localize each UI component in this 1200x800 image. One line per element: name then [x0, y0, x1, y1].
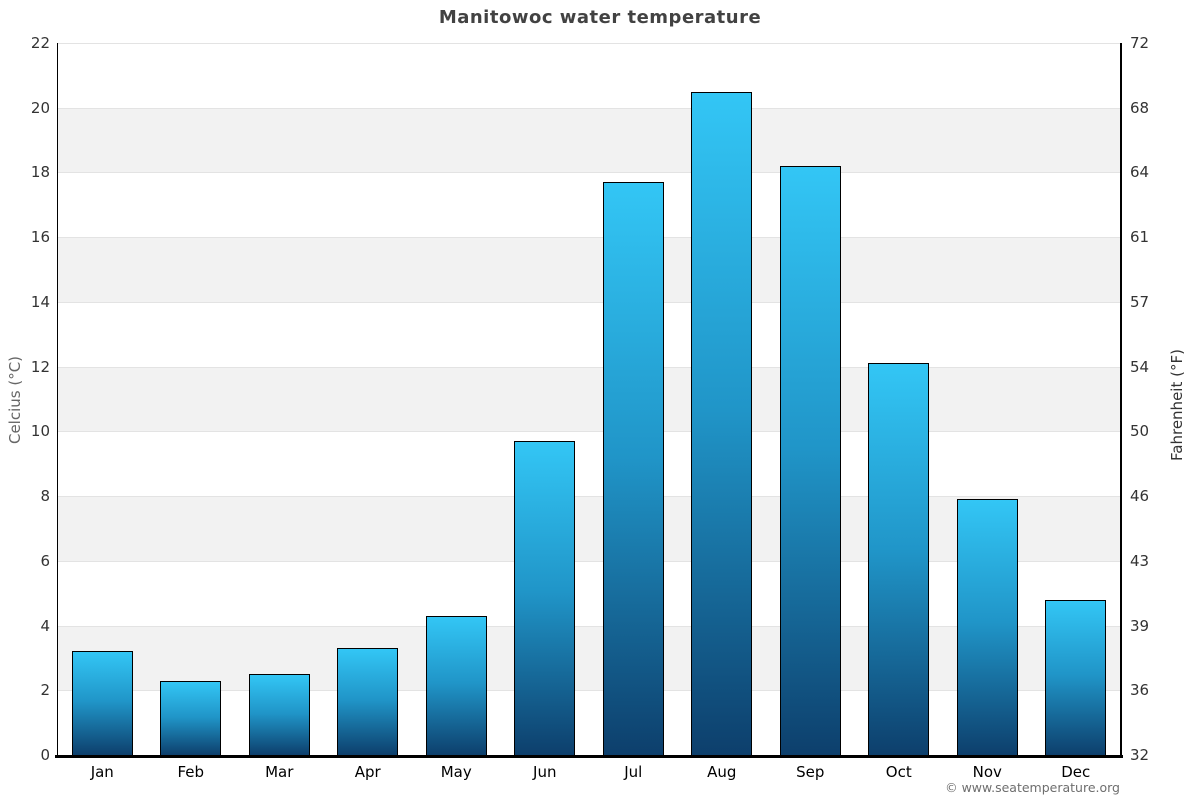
- bar-oct: [868, 363, 930, 755]
- ytick-celsius-0: 0: [40, 746, 50, 764]
- xlabel-jan: Jan: [90, 763, 114, 781]
- ytick-celsius-22: 22: [30, 34, 50, 52]
- xlabel-jun: Jun: [533, 763, 557, 781]
- ytick-celsius-2: 2: [40, 681, 50, 700]
- ytick-celsius-14: 14: [30, 292, 50, 311]
- ytick-celsius-16: 16: [30, 228, 50, 247]
- ytick-fahrenheit-32: 32: [1130, 746, 1150, 764]
- ytick-fahrenheit-54: 54: [1130, 357, 1150, 376]
- copyright-text: © www.seatemperature.org: [945, 780, 1120, 795]
- gridline: [58, 496, 1120, 498]
- bar-feb: [160, 680, 222, 755]
- bar-mar: [248, 674, 310, 755]
- plot-band: [58, 366, 1120, 432]
- ytick-celsius-4: 4: [40, 616, 50, 635]
- chart-title: Manitowoc water temperature: [438, 7, 762, 28]
- ytick-fahrenheit-43: 43: [1130, 551, 1150, 570]
- ytick-celsius-8: 8: [40, 487, 50, 506]
- gridline: [58, 107, 1120, 109]
- bar-apr: [337, 648, 399, 755]
- gridline: [58, 431, 1120, 433]
- plot-band: [58, 43, 1120, 108]
- ytick-celsius-6: 6: [40, 551, 50, 570]
- y-axis-title-fahrenheit: Fahrenheit (°F): [1168, 349, 1186, 461]
- plot-band: [58, 690, 1120, 755]
- plot-band: [58, 237, 1120, 302]
- ytick-fahrenheit-46: 46: [1130, 487, 1150, 506]
- ytick-fahrenheit-39: 39: [1130, 616, 1150, 635]
- plot-band: [58, 172, 1120, 238]
- plot-band: [58, 301, 1120, 367]
- plot-area: [58, 43, 1120, 755]
- ytick-fahrenheit-57: 57: [1130, 292, 1150, 311]
- xlabel-sep: Sep: [796, 763, 825, 781]
- bar-nov: [956, 499, 1018, 755]
- ytick-celsius-20: 20: [30, 98, 50, 117]
- plot-band: [58, 107, 1120, 173]
- xlabel-jul: Jul: [624, 763, 643, 781]
- xlabel-dec: Dec: [1061, 763, 1091, 781]
- plot-band: [58, 625, 1120, 691]
- ytick-fahrenheit-36: 36: [1130, 681, 1150, 700]
- ytick-fahrenheit-50: 50: [1130, 422, 1150, 441]
- y-axis-line-right: [1120, 43, 1122, 755]
- plot-band: [58, 560, 1120, 626]
- xlabel-feb: Feb: [177, 763, 205, 781]
- ytick-celsius-12: 12: [30, 357, 50, 376]
- xlabel-apr: Apr: [354, 763, 381, 781]
- bar-dec: [1045, 599, 1107, 755]
- gridline: [58, 237, 1120, 239]
- gridline: [58, 301, 1120, 303]
- ytick-celsius-10: 10: [30, 422, 50, 441]
- xlabel-mar: Mar: [265, 763, 294, 781]
- gridline: [58, 172, 1120, 174]
- bar-jun: [514, 441, 576, 755]
- ytick-fahrenheit-64: 64: [1130, 163, 1150, 182]
- xlabel-may: May: [440, 763, 472, 781]
- ytick-fahrenheit-61: 61: [1130, 228, 1150, 247]
- ytick-fahrenheit-68: 68: [1130, 98, 1150, 117]
- bar-may: [425, 615, 487, 755]
- y-axis-line-left: [56, 43, 58, 755]
- gridline: [58, 43, 1120, 44]
- x-axis-labels: Jan Feb Mar Apr May Jun Jul Aug Sep Oct Nov Dec: [58, 762, 1120, 784]
- ytick-celsius-18: 18: [30, 163, 50, 182]
- bar-aug: [691, 91, 753, 755]
- gridline: [58, 366, 1120, 368]
- x-axis-line: [55, 755, 1123, 758]
- bar-sep: [779, 165, 841, 755]
- gridline: [58, 560, 1120, 562]
- xlabel-nov: Nov: [972, 763, 1002, 781]
- y-axis-title-celsius: Celcius (°C): [6, 355, 24, 445]
- xlabel-oct: Oct: [885, 763, 912, 781]
- plot-band: [58, 496, 1120, 561]
- gridline: [58, 625, 1120, 627]
- plot-band: [58, 431, 1120, 497]
- xlabel-aug: Aug: [707, 763, 737, 781]
- bar-jul: [602, 182, 664, 755]
- ytick-fahrenheit-72: 72: [1130, 34, 1150, 52]
- gridline: [58, 690, 1120, 692]
- bar-jan: [71, 651, 133, 755]
